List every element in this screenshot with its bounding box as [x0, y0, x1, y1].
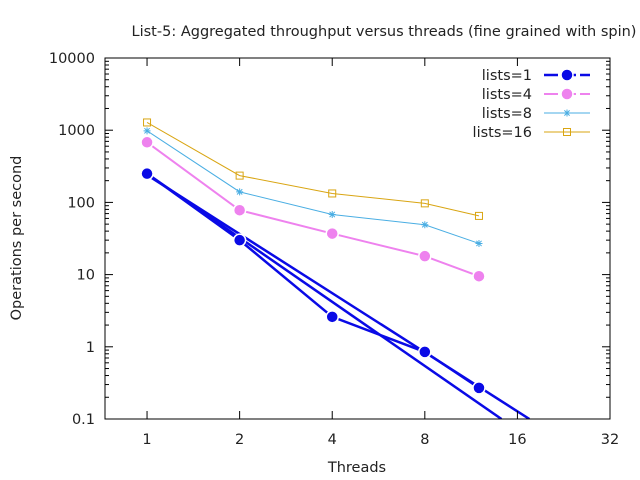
- data-point: [560, 68, 574, 82]
- legend-label: lists=4: [482, 87, 532, 103]
- data-point: [563, 109, 571, 117]
- data-point: [325, 310, 339, 324]
- y-tick-label: 10000: [49, 51, 95, 67]
- x-tick-label: 2: [235, 432, 244, 448]
- x-tick-label: 16: [508, 432, 526, 448]
- legend-label: lists=8: [482, 106, 532, 122]
- data-point: [421, 221, 429, 229]
- x-tick-label: 8: [420, 432, 429, 448]
- data-point: [474, 211, 483, 220]
- data-point: [472, 269, 486, 283]
- y-tick-label: 10: [77, 268, 95, 284]
- x-axis-label: Threads: [327, 460, 386, 476]
- series-layer: [140, 118, 486, 395]
- series-lists=1: [140, 166, 486, 395]
- series-lists=4: [140, 135, 486, 283]
- data-point: [420, 199, 429, 208]
- data-point: [325, 226, 339, 241]
- data-point: [328, 189, 337, 198]
- data-point: [418, 249, 432, 263]
- x-tick-label: 4: [328, 432, 337, 448]
- data-point: [140, 166, 154, 181]
- legend-label: lists=16: [473, 125, 532, 141]
- data-point: [328, 210, 336, 218]
- x-tick-label: 1: [142, 432, 151, 448]
- data-point: [418, 345, 432, 359]
- data-point: [143, 118, 152, 127]
- y-tick-label: 1: [86, 340, 95, 356]
- y-tick-label: 1000: [58, 123, 95, 139]
- data-point: [232, 203, 247, 217]
- data-point: [236, 188, 244, 196]
- x-tick-label: 32: [601, 432, 619, 448]
- chart-title: List-5: Aggregated throughput versus thr…: [132, 24, 637, 40]
- plot-frame: [104, 57, 611, 420]
- y-axis-label: Operations per second: [9, 156, 25, 321]
- series-lists=16: [143, 118, 483, 220]
- series-lists=8: [143, 127, 483, 247]
- data-point: [143, 127, 151, 135]
- data-point: [140, 135, 154, 150]
- y-tick-label: 0.1: [72, 412, 95, 428]
- data-point: [560, 87, 574, 101]
- data-point: [563, 128, 571, 136]
- legend-label: lists=1: [482, 68, 532, 84]
- legend: lists=1 lists=4 lists=8 lists=16: [473, 68, 590, 141]
- data-point: [235, 171, 244, 180]
- data-point: [472, 381, 486, 395]
- data-point: [232, 233, 247, 247]
- series-line: [146, 122, 480, 217]
- axis-ticks: 0.1 1 10 100 1000 10000 1 2 4 8 16 32: [49, 51, 619, 448]
- data-point: [475, 239, 483, 247]
- y-tick-label: 100: [67, 195, 95, 211]
